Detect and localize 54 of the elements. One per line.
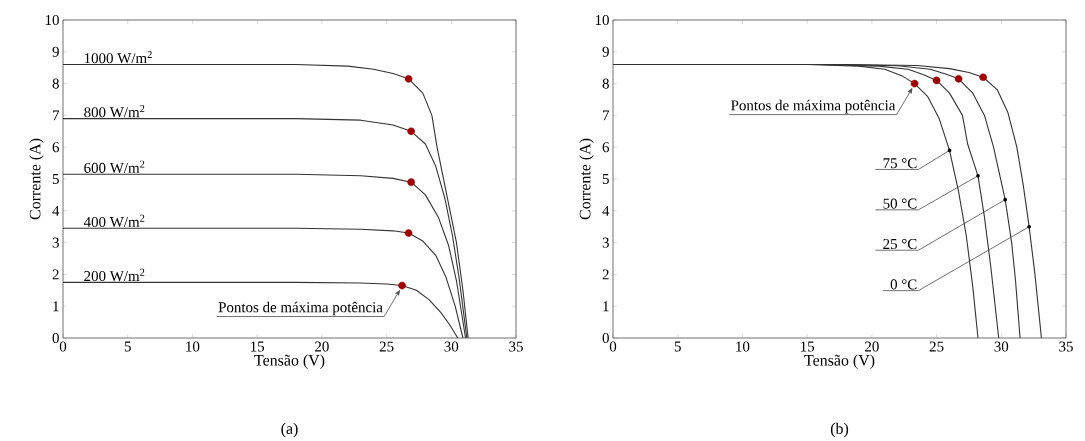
y-tick-label: 8 bbox=[52, 78, 59, 89]
y-tick-label: 5 bbox=[602, 174, 609, 184]
y-tick-label: 1 bbox=[53, 301, 59, 312]
x-tick-label: 30 bbox=[444, 341, 459, 352]
x-tick-label: 20 bbox=[315, 341, 329, 352]
x-tick-label: 35 bbox=[509, 341, 523, 352]
y-tick-label: 0 bbox=[52, 332, 59, 344]
y-tick-label: 2 bbox=[602, 269, 609, 280]
x-tick-label: 30 bbox=[994, 341, 1009, 352]
y-tick-label: 10 bbox=[45, 14, 59, 26]
y-tick-label: 5 bbox=[52, 174, 59, 184]
x-tick-label: 10 bbox=[736, 341, 750, 352]
y-tick-label: 4 bbox=[602, 205, 610, 216]
x-tick-label: 25 bbox=[379, 341, 394, 352]
y-tick-label: 6 bbox=[52, 142, 60, 153]
y-tick-label: 1 bbox=[603, 301, 609, 312]
x-tick-label: 0 bbox=[59, 341, 67, 352]
y-tick-label: 10 bbox=[595, 14, 609, 26]
series-label: 1000 W/m$^{2}$ bbox=[84, 50, 152, 64]
x-tick-label: 20 bbox=[865, 341, 879, 352]
series-label: 600 W/m$^{2}$ bbox=[84, 160, 145, 174]
x-tick-label: 10 bbox=[186, 341, 200, 352]
series-label: 200 W/m$^{2}$ bbox=[84, 268, 145, 282]
y-tick-label: 4 bbox=[52, 205, 60, 216]
annotation: 75 °C bbox=[883, 158, 917, 169]
x-tick-label: 15 bbox=[800, 341, 815, 352]
y-tick-label: 7 bbox=[603, 110, 610, 121]
x-tick-label: 35 bbox=[1059, 341, 1073, 352]
text: (a) bbox=[281, 422, 298, 438]
annotation: 25 °C bbox=[883, 238, 917, 250]
series-label: 800 W/m$^{2}$ bbox=[84, 105, 145, 118]
x-tick-label: 15 bbox=[250, 341, 265, 352]
y-tick-label: 0 bbox=[602, 332, 609, 344]
x-axis-title: Tensão (V) bbox=[254, 354, 325, 369]
y-tick-label: 9 bbox=[52, 46, 59, 57]
annotation: Pontos de máxima potência bbox=[218, 301, 383, 316]
y-tick-label: 6 bbox=[602, 142, 610, 153]
series-label: 400 W/m$^{2}$ bbox=[83, 214, 145, 228]
y-tick-label: 9 bbox=[602, 46, 609, 57]
y-tick-label: 3 bbox=[52, 237, 59, 248]
y-tick-label: 7 bbox=[52, 110, 60, 121]
x-tick-label: 25 bbox=[929, 341, 944, 352]
annotation: 50 °C bbox=[883, 198, 917, 209]
y-tick-label: 2 bbox=[52, 269, 59, 280]
y-axis-title: Corrente (A) bbox=[579, 138, 594, 220]
y-tick-label: 3 bbox=[602, 237, 609, 248]
text: (b) bbox=[830, 422, 849, 438]
annotation: Pontos de máxima potência bbox=[731, 99, 896, 114]
x-axis-title: Tensão (V) bbox=[804, 354, 875, 369]
y-axis-title: Corrente (A) bbox=[29, 138, 44, 220]
y-tick-label: 8 bbox=[602, 78, 609, 89]
x-tick-label: 5 bbox=[674, 341, 681, 352]
annotation: 0 °C bbox=[890, 279, 917, 290]
x-tick-label: 5 bbox=[124, 341, 131, 352]
